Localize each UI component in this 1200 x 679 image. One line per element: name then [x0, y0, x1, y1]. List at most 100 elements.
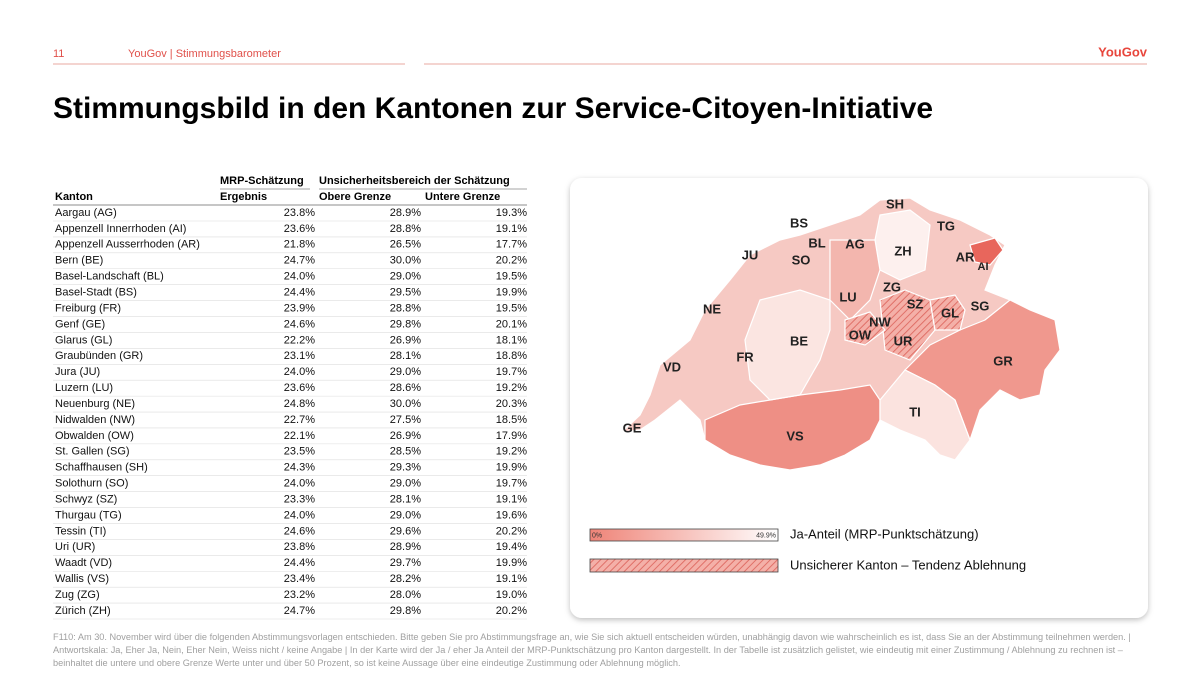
group-header: MRP-Schätzung [220, 175, 304, 187]
cell: 24.4% [284, 557, 315, 569]
cell: 23.1% [284, 350, 315, 362]
cell: Nidwalden (NW) [55, 414, 135, 426]
canton-label: BS [790, 215, 808, 230]
canton-label: VD [663, 359, 681, 374]
canton-label: AI [978, 261, 989, 273]
cell: 20.2% [496, 255, 527, 267]
canton-label: SO [792, 252, 811, 267]
cell: 19.1% [496, 223, 527, 235]
canton-label: AG [845, 236, 865, 251]
cell: 19.2% [496, 446, 527, 458]
cell: 19.6% [496, 509, 527, 521]
column-header: Untere Grenze [425, 191, 500, 203]
canton-label: BE [790, 333, 808, 348]
cell: Neuenburg (NE) [55, 398, 135, 410]
canton-label: VS [786, 428, 804, 443]
cell: 27.5% [390, 414, 421, 426]
legend-min: 0% [592, 532, 602, 539]
cell: Schwyz (SZ) [55, 493, 117, 505]
cell: Genf (GE) [55, 318, 105, 330]
region-gl [929, 294, 966, 331]
cell: 28.1% [390, 350, 421, 362]
legend-label: Unsicherer Kanton – Tendenz Ablehnung [790, 557, 1026, 572]
cell: 21.8% [284, 239, 315, 251]
legend-gradient [589, 528, 779, 542]
cell: 19.7% [496, 366, 527, 378]
cell: 23.6% [284, 223, 315, 235]
group-header: Unsicherheitsbereich der Schätzung [319, 175, 510, 187]
cell: Graubünden (GR) [55, 350, 143, 362]
map [620, 197, 1061, 471]
cell: 17.7% [496, 239, 527, 251]
cell: Uri (UR) [55, 541, 95, 553]
region-be [744, 289, 831, 401]
canton-label: GR [993, 353, 1013, 368]
logo: YouGov [1098, 44, 1148, 59]
canton-label: AR [956, 249, 975, 264]
cell: Glarus (GL) [55, 334, 112, 346]
cell: Tessin (TI) [55, 525, 106, 537]
canton-label: TG [937, 218, 955, 233]
cell: 18.1% [496, 334, 527, 346]
cell: 19.5% [496, 271, 527, 283]
cell: 23.9% [284, 302, 315, 314]
cell: Basel-Landschaft (BL) [55, 271, 164, 283]
source: YouGov | Stimmungsbarometer [128, 48, 281, 60]
canton-label: ZG [883, 279, 901, 294]
cell: 22.2% [284, 334, 315, 346]
legend-hatched [589, 558, 779, 573]
cell: 26.5% [390, 239, 421, 251]
cell: 24.0% [284, 271, 315, 283]
cell: 19.9% [496, 287, 527, 299]
column-header: Ergebnis [220, 191, 267, 203]
canton-label: BL [808, 235, 825, 250]
canton-label: SZ [907, 296, 924, 311]
canton-label: NW [869, 314, 891, 329]
cell: 23.4% [284, 573, 315, 585]
cell: Zürich (ZH) [55, 605, 111, 617]
cell: Basel-Stadt (BS) [55, 287, 137, 299]
column-header: Kanton [55, 191, 93, 203]
cell: 23.3% [284, 493, 315, 505]
canton-label: SH [886, 196, 904, 211]
cell: 29.8% [390, 605, 421, 617]
cell: Aargau (AG) [55, 207, 117, 219]
cell: Schaffhausen (SH) [55, 462, 148, 474]
cell: 29.0% [390, 271, 421, 283]
canton-label: SG [971, 298, 990, 313]
cell: 20.2% [496, 525, 527, 537]
cell: 28.0% [390, 589, 421, 601]
cell: 18.5% [496, 414, 527, 426]
canton-label: FR [736, 349, 754, 364]
cell: 19.0% [496, 589, 527, 601]
cell: 19.1% [496, 493, 527, 505]
cell: 29.0% [390, 366, 421, 378]
column-header: Obere Grenze [319, 191, 391, 203]
canton-label: LU [839, 289, 856, 304]
canton-label: GE [623, 420, 642, 435]
cell: 24.6% [284, 318, 315, 330]
legend-max: 49.9% [756, 532, 776, 539]
canton-label: NE [703, 301, 721, 316]
cell: Obwalden (OW) [55, 430, 134, 442]
cell: 24.3% [284, 462, 315, 474]
cell: Solothurn (SO) [55, 478, 128, 490]
cell: 29.6% [390, 525, 421, 537]
cell: 23.8% [284, 207, 315, 219]
cell: 24.7% [284, 605, 315, 617]
cell: 29.7% [390, 557, 421, 569]
cell: 28.6% [390, 382, 421, 394]
cell: 29.8% [390, 318, 421, 330]
cell: 22.1% [284, 430, 315, 442]
cell: 29.0% [390, 509, 421, 521]
cell: 24.7% [284, 255, 315, 267]
cell: 24.4% [284, 287, 315, 299]
cell: 30.0% [390, 398, 421, 410]
cell: 28.2% [390, 573, 421, 585]
cell: 24.0% [284, 366, 315, 378]
cell: Zug (ZG) [55, 589, 100, 601]
table: MRP-Schätzung Unsicherheitsbereich der Sc… [53, 175, 527, 620]
cell: 29.3% [390, 462, 421, 474]
